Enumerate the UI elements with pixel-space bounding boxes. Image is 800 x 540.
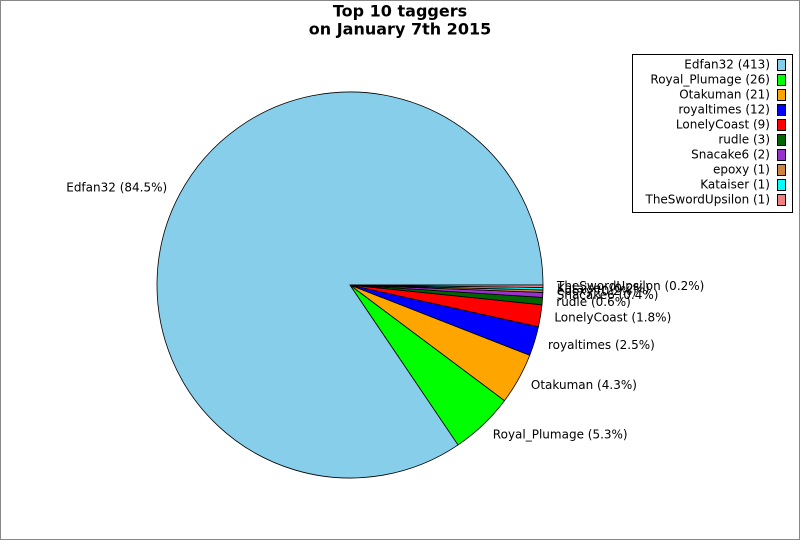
legend-label: Otakuman (21) xyxy=(679,88,770,102)
chart-title: on January 7th 2015 xyxy=(309,20,491,39)
slice-label: epoxy (0.2%) xyxy=(557,284,637,298)
legend-swatch xyxy=(777,194,786,206)
slice-label: Royal_Plumage (5.3%) xyxy=(493,427,628,441)
legend-swatch xyxy=(777,59,786,71)
slice-label: Edfan32 (84.5%) xyxy=(66,180,167,194)
legend-swatch xyxy=(777,104,786,116)
chart-title: Top 10 taggers xyxy=(333,2,467,21)
legend-swatch xyxy=(777,149,786,161)
slice-label: Otakuman (4.3%) xyxy=(531,378,637,392)
pie-slice xyxy=(349,284,544,288)
legend-swatch xyxy=(777,74,786,86)
legend-label: LonelyCoast (9) xyxy=(676,118,770,132)
legend-label: Royal_Plumage (26) xyxy=(650,73,770,87)
slice-label: LonelyCoast (1.8%) xyxy=(554,311,671,325)
slice-label: royaltimes (2.5%) xyxy=(548,338,655,352)
legend-label: Snacake6 (2) xyxy=(691,148,770,162)
slice-label: TheSwordUpsilon (0.2%) xyxy=(556,279,704,293)
legend-label: royaltimes (12) xyxy=(678,103,770,117)
slice-label: Snacake6 (0.4%) xyxy=(557,288,659,302)
slice-label: Kataiser (0.2%) xyxy=(557,281,650,295)
legend-box xyxy=(632,54,793,213)
pie-slice xyxy=(156,91,544,479)
legend-label: TheSwordUpsilon (1) xyxy=(644,193,770,207)
legend-swatch xyxy=(777,119,786,131)
slice-label: rudle (0.6%) xyxy=(556,295,631,309)
legend-label: epoxy (1) xyxy=(713,163,770,177)
legend-label: rudle (3) xyxy=(718,133,770,147)
legend-swatch xyxy=(777,89,786,101)
legend-label: Kataiser (1) xyxy=(700,178,770,192)
legend-label: Edfan32 (413) xyxy=(684,58,770,72)
legend-swatch xyxy=(777,134,786,146)
legend-swatch xyxy=(777,164,786,176)
legend-swatch xyxy=(777,179,786,191)
